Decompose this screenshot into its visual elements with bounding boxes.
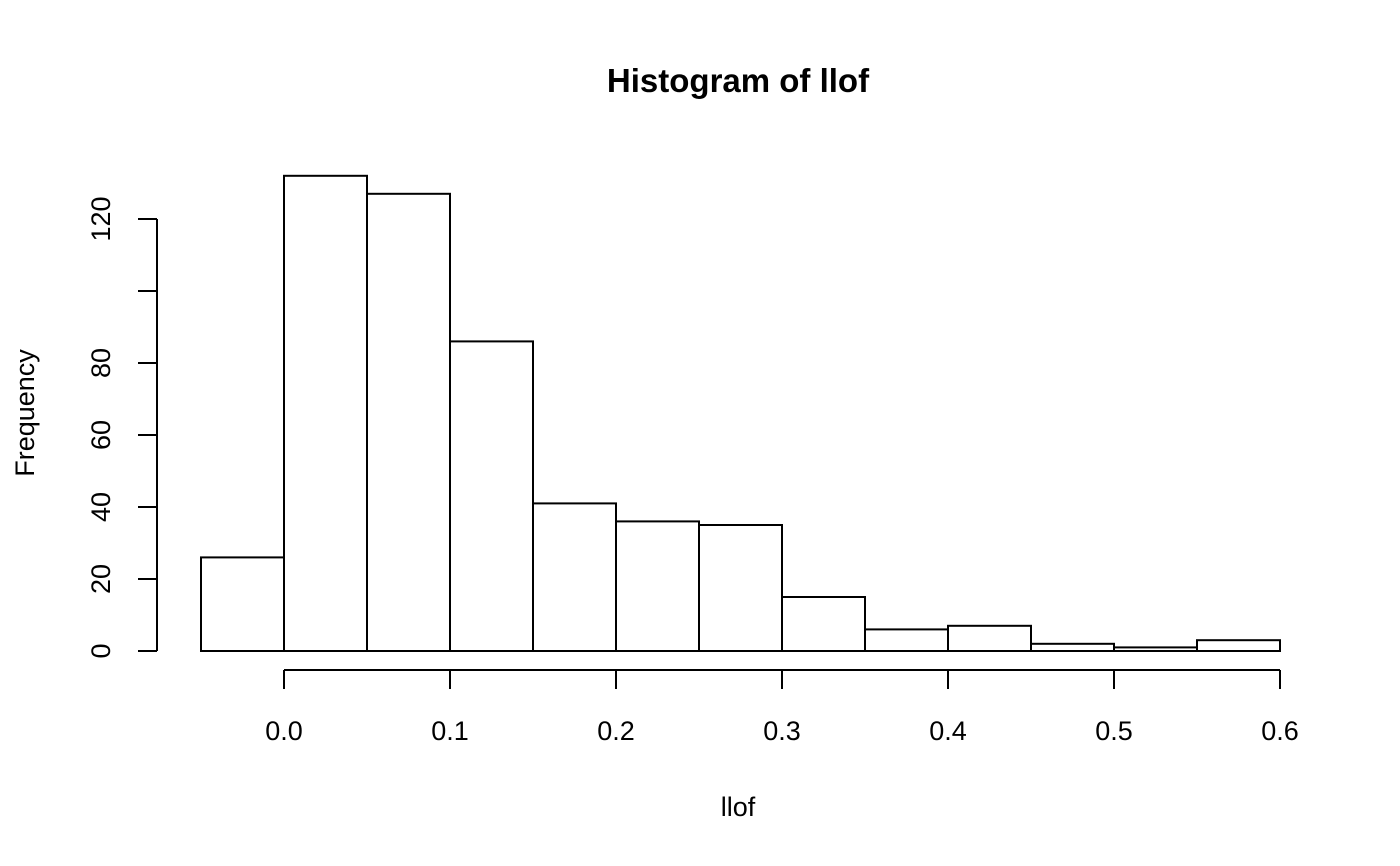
y-tick-label-0: 0	[86, 643, 116, 658]
histogram-bar-1	[283, 174, 368, 653]
x-tick-label-6: 0.6	[1261, 716, 1299, 746]
chart-title: Histogram of llof	[607, 62, 870, 99]
histogram-bar-9	[947, 624, 1032, 652]
histogram-bar-4	[532, 502, 617, 652]
histogram-bar-7	[781, 596, 866, 652]
y-tick-label-4: 80	[86, 348, 116, 378]
y-tick-label-1: 20	[86, 564, 116, 594]
x-tick-label-2: 0.2	[597, 716, 635, 746]
histogram-bar-10	[1030, 642, 1115, 652]
histogram-bar-12	[1196, 639, 1281, 653]
histogram-bar-2	[366, 192, 451, 653]
y-axis: 0 20 40 60 80 120	[86, 196, 158, 659]
histogram-bar-5	[615, 520, 700, 653]
histogram-bar-6	[698, 524, 783, 652]
y-axis-label: Frequency	[10, 349, 40, 477]
y-tick-label-3: 60	[86, 420, 116, 450]
bars-group	[200, 174, 1281, 653]
histogram-bar-0	[200, 556, 285, 653]
y-tick-label-6: 120	[86, 196, 116, 241]
x-tick-label-1: 0.1	[431, 716, 469, 746]
x-axis-label: llof	[721, 792, 756, 822]
histogram-bar-8	[864, 628, 949, 653]
histogram-bar-3	[449, 340, 534, 652]
x-tick-label-4: 0.4	[929, 716, 967, 746]
y-tick-label-2: 40	[86, 492, 116, 522]
x-tick-label-5: 0.5	[1095, 716, 1133, 746]
histogram-bar-11	[1113, 646, 1198, 653]
x-tick-label-0: 0.0	[265, 716, 303, 746]
x-axis: 0.0 0.1 0.2 0.3 0.4 0.5 0.6	[265, 669, 1299, 746]
x-tick-label-3: 0.3	[763, 716, 801, 746]
